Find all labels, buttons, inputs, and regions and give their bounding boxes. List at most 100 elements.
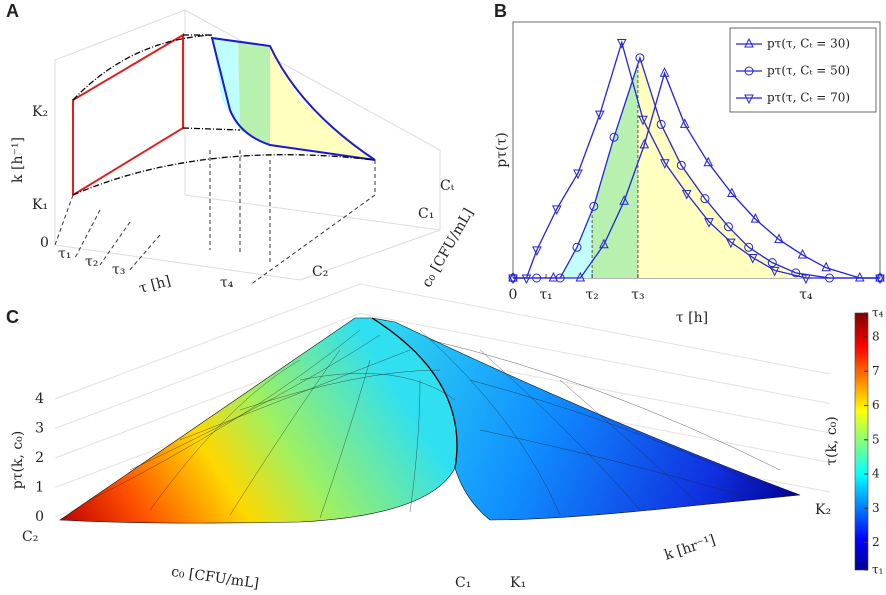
marker — [747, 254, 758, 264]
x-tick-label: τ₄ — [799, 287, 813, 303]
marker — [595, 110, 605, 121]
marker — [744, 37, 754, 48]
marker — [551, 205, 562, 215]
marker — [508, 274, 518, 285]
marker — [727, 187, 737, 198]
z-tick-label: 3 — [35, 421, 44, 437]
grid-line — [54, 312, 831, 429]
marker — [744, 66, 754, 76]
z-tick-label: K₂ — [32, 104, 48, 120]
marker — [801, 274, 811, 285]
y-tick-label: C₁ — [418, 206, 434, 222]
fold-curve — [371, 317, 458, 469]
marker — [875, 271, 885, 282]
colorbar-tick-label: 8 — [872, 329, 880, 343]
marker — [679, 118, 690, 128]
y-tick-label: Cₜ — [440, 178, 455, 194]
colorbar-tick-label: τ₄ — [872, 306, 884, 320]
marker — [555, 273, 565, 283]
x-axis-label: τ [h] — [676, 310, 708, 326]
y-axis-label: k [hr⁻¹] — [663, 532, 718, 563]
marker — [723, 222, 733, 232]
shaded-region — [637, 57, 806, 279]
panel-label: B — [494, 1, 507, 21]
x-tick-label: C₂ — [22, 529, 38, 545]
marker — [681, 190, 692, 200]
series-line — [513, 40, 880, 279]
z-tick-label: K₁ — [32, 197, 48, 213]
panel-a: A K₂ K₁ k [h⁻¹] 0 τ₁ τ₂ τ₃ τ₄ τ [h] C₂ C… — [6, 1, 477, 297]
colorbar-tick-label: 6 — [872, 398, 880, 412]
marker — [548, 271, 559, 282]
x-tick-label: τ₁ — [539, 287, 552, 303]
colorbar-tick-label: 3 — [872, 501, 880, 515]
panel-label: A — [6, 1, 19, 21]
marker — [599, 238, 609, 249]
legend-label: pτ(τ, Cₜ = 30) — [767, 37, 850, 51]
region-cyan — [212, 38, 240, 130]
marker — [656, 119, 666, 129]
x-tick-label: 0 — [40, 235, 49, 251]
marker — [767, 258, 777, 268]
z-axis-label: pτ(k, c₀) — [10, 431, 26, 489]
x-tick-label: τ₁ — [58, 246, 71, 262]
marker — [797, 248, 808, 259]
marker — [609, 132, 619, 142]
region-green — [238, 42, 270, 145]
marker — [744, 242, 754, 252]
x-tick-label: τ₃ — [112, 262, 125, 278]
guide-lines — [54, 150, 376, 286]
marker — [532, 246, 542, 256]
legend-label: pτ(τ, Cₜ = 70) — [767, 91, 850, 105]
colorbar-tick-label: 5 — [872, 432, 880, 446]
marker — [703, 156, 714, 167]
marker — [744, 94, 754, 105]
marker — [750, 213, 761, 223]
y-tick-label: K₁ — [510, 575, 526, 591]
z-tick-label: 2 — [35, 450, 44, 466]
x-tick-label: τ₂ — [585, 287, 598, 303]
colorbar — [854, 312, 869, 571]
marker — [726, 238, 736, 249]
marker — [619, 195, 629, 205]
marker — [704, 218, 714, 228]
marker — [769, 266, 780, 277]
marker — [575, 271, 586, 282]
panel-label: C — [6, 307, 19, 327]
x-axis-label: c₀ [CFU/mL] — [170, 564, 260, 592]
marker — [791, 268, 801, 278]
marker — [616, 38, 627, 49]
marker — [854, 271, 865, 282]
marker — [875, 274, 885, 285]
marker — [635, 53, 645, 63]
shaded-region — [545, 210, 593, 278]
marker — [532, 273, 542, 283]
marker — [700, 194, 710, 204]
blue-outline — [210, 36, 376, 161]
shaded-region — [592, 64, 638, 278]
series-line — [513, 71, 880, 279]
marker — [774, 233, 784, 244]
dash-dot-curves — [72, 34, 376, 196]
series-line — [513, 55, 880, 279]
z-tick-label: 1 — [35, 480, 44, 496]
surface-mesh — [89, 329, 781, 519]
marker — [521, 274, 532, 285]
marker — [572, 242, 582, 252]
z-tick-label: 4 — [35, 391, 44, 407]
marker — [659, 67, 670, 77]
x-tick-label: C₁ — [455, 575, 471, 591]
y-tick-label: C₂ — [312, 264, 328, 280]
marker — [508, 271, 518, 282]
x-tick-label: τ₂ — [85, 254, 98, 270]
x-tick-label: 0 — [509, 287, 518, 303]
marker — [676, 160, 686, 170]
y-axis-label: pτ(τ) — [494, 132, 510, 167]
x-axis-label: τ [h] — [137, 273, 172, 297]
marker — [660, 159, 670, 169]
z-axis-label: k [h⁻¹] — [10, 137, 26, 183]
x-tick-label: τ₃ — [631, 287, 644, 303]
colorbar-tick-label: τ₁ — [872, 563, 883, 577]
box-grid — [54, 9, 441, 281]
colorbar-tick-label: 4 — [872, 467, 880, 481]
